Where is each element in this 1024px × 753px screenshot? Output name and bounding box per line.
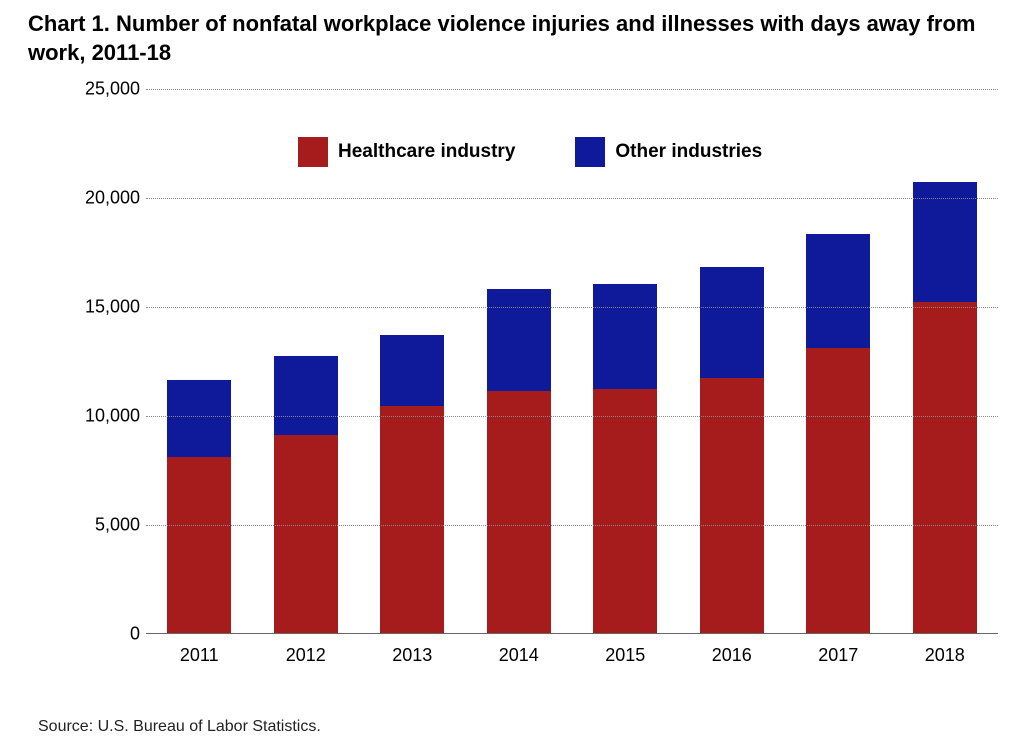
bar-segment [274, 356, 338, 434]
legend-swatch-healthcare [298, 137, 328, 167]
bar-segment [913, 302, 977, 633]
bar-segment [806, 234, 870, 347]
gridline [146, 198, 998, 199]
bar-group-2012: 2012 [274, 89, 338, 633]
bar-segment [167, 380, 231, 456]
bar-segment [167, 457, 231, 634]
bar-segment [593, 284, 657, 389]
bar-group-2013: 2013 [380, 89, 444, 633]
ytick-label: 0 [40, 624, 140, 645]
bar-group-2011: 2011 [167, 89, 231, 633]
bar-group-2016: 2016 [700, 89, 764, 633]
gridline [146, 416, 998, 417]
bar-group-2018: 2018 [913, 89, 977, 633]
gridline [146, 525, 998, 526]
bar-segment [380, 335, 444, 407]
legend-swatch-other [575, 137, 605, 167]
xtick-label: 2014 [499, 645, 539, 666]
gridline [146, 89, 998, 90]
legend-label-healthcare: Healthcare industry [338, 141, 515, 163]
ytick-label: 15,000 [40, 297, 140, 318]
legend-label-other: Other industries [615, 141, 762, 163]
bar-segment [487, 289, 551, 391]
xtick-label: 2017 [818, 645, 858, 666]
bar-segment [593, 389, 657, 633]
bar-group-2015: 2015 [593, 89, 657, 633]
ytick-label: 25,000 [40, 79, 140, 100]
bar-group-2017: 2017 [806, 89, 870, 633]
source-text: Source: U.S. Bureau of Labor Statistics. [38, 718, 321, 736]
xtick-label: 2012 [286, 645, 326, 666]
xtick-label: 2016 [712, 645, 752, 666]
chart-area: 2011 2012 2013 2014 2015 2016 2017 2018 Healthc… [28, 79, 1008, 669]
gridline [146, 307, 998, 308]
bar-segment [274, 435, 338, 633]
chart-title: Chart 1. Number of nonfatal workplace vi… [28, 10, 1008, 67]
xtick-label: 2015 [605, 645, 645, 666]
xtick-label: 2013 [392, 645, 432, 666]
bar-segment [487, 391, 551, 633]
bar-group-2014: 2014 [487, 89, 551, 633]
ytick-label: 20,000 [40, 188, 140, 209]
legend-item-other: Other industries [575, 137, 762, 167]
bar-segment [700, 267, 764, 378]
bar-segment [913, 182, 977, 302]
xtick-label: 2018 [925, 645, 965, 666]
legend: Healthcare industry Other industries [298, 137, 762, 167]
bars-container: 2011 2012 2013 2014 2015 2016 2017 2018 [146, 89, 998, 633]
legend-item-healthcare: Healthcare industry [298, 137, 515, 167]
bar-segment [806, 348, 870, 634]
xtick-label: 2011 [180, 645, 219, 666]
plot-region: 2011 2012 2013 2014 2015 2016 2017 2018 Healthc… [146, 89, 998, 634]
ytick-label: 10,000 [40, 406, 140, 427]
bar-segment [380, 406, 444, 633]
ytick-label: 5,000 [40, 515, 140, 536]
